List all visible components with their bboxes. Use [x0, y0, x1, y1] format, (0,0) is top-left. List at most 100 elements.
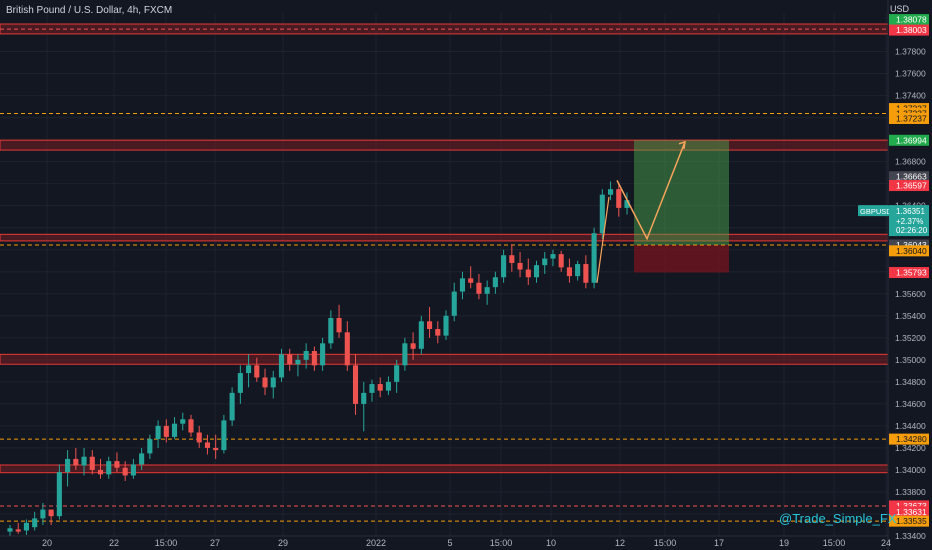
price-label[interactable]: 1.38078 — [889, 14, 929, 26]
target-zone[interactable] — [634, 140, 729, 245]
bull-candle — [139, 447, 145, 470]
candle-body — [550, 254, 556, 259]
price-label[interactable]: 1.36597 — [889, 180, 929, 192]
candle-body — [23, 522, 30, 531]
candle-body — [89, 456, 95, 470]
price-label-bg — [889, 14, 929, 26]
candle-body — [616, 189, 622, 208]
candle-body — [171, 423, 178, 437]
symbol-tag-bg — [858, 205, 889, 217]
bear-candle — [122, 461, 128, 481]
bull-candle — [385, 376, 391, 396]
price-label[interactable]: 1.38003 — [889, 24, 929, 36]
bull-candle — [180, 412, 186, 431]
current-price-text: 02:26:20 — [896, 226, 928, 235]
candle-body — [427, 321, 433, 330]
time-tick: 29 — [278, 538, 288, 548]
bear-candle — [517, 251, 523, 278]
candle-body — [254, 365, 260, 378]
bull-candle — [147, 434, 153, 459]
price-label[interactable]: 1.33631 — [889, 506, 929, 518]
candle-body — [139, 453, 145, 465]
bull-candle — [599, 189, 605, 239]
bull-candle — [542, 251, 548, 274]
price-tick: 1.35000 — [895, 355, 926, 365]
bull-candle — [492, 271, 498, 294]
time-tick: 22 — [109, 538, 119, 548]
candle-body — [56, 472, 62, 517]
projection-line[interactable] — [616, 141, 686, 241]
price-label[interactable]: 1.35793 — [889, 267, 929, 279]
price-label[interactable]: 1.36663 — [889, 171, 929, 183]
candle-body — [229, 392, 235, 421]
bear-candle — [558, 250, 564, 272]
candle-body — [624, 200, 630, 208]
prior-swing-line — [596, 196, 610, 283]
bull-candle — [459, 271, 466, 300]
price-tick: 1.34000 — [895, 465, 926, 475]
candle-body — [122, 467, 128, 476]
price-axis[interactable]: 1.378001.376001.374001.372001.370001.368… — [858, 0, 929, 550]
bull-candle — [591, 227, 597, 289]
price-label-text: 1.35793 — [896, 268, 927, 278]
price-label[interactable]: 1.36040 — [889, 245, 929, 257]
candle-body — [262, 377, 268, 388]
stop-zone[interactable] — [634, 244, 729, 273]
price-label-bg — [889, 180, 929, 192]
price-tick: 1.37600 — [895, 69, 926, 79]
price-label[interactable]: 1.37237 — [889, 112, 929, 124]
time-axis[interactable]: 20 22 15:00 27 29 2022 5 15:00 10 12 15:00 17 19 15:0… — [0, 535, 891, 548]
current-price-text: +2.37% — [896, 217, 923, 226]
price-label-bg — [889, 245, 929, 257]
price-label-bg — [889, 24, 929, 36]
bull-candle — [443, 310, 449, 341]
bear-candle — [196, 425, 202, 448]
projection-path[interactable] — [596, 140, 686, 283]
bull-candle — [418, 315, 424, 355]
time-tick: 5 — [447, 538, 452, 548]
bear-candle — [188, 414, 194, 437]
price-label[interactable]: 1.33673 — [889, 500, 929, 512]
price-label[interactable]: 1.33535 — [889, 515, 929, 527]
bull-candle — [575, 260, 581, 281]
bear-candle — [15, 522, 21, 534]
long-position-tool[interactable] — [634, 140, 729, 273]
bear-candle — [287, 348, 293, 371]
candle-body — [509, 255, 515, 263]
time-tick: 15:00 — [490, 538, 513, 548]
candle-body — [377, 384, 383, 391]
price-label-bg — [889, 239, 929, 251]
candle-body — [501, 255, 507, 278]
price-label[interactable]: 1.36994 — [889, 134, 929, 146]
bear-candle — [435, 321, 441, 344]
price-tick: 1.37400 — [895, 91, 926, 101]
bear-candle — [427, 306, 433, 338]
bull-candle — [221, 414, 227, 454]
time-tick: 20 — [42, 538, 52, 548]
candle-body — [525, 269, 531, 278]
bull-candle — [23, 519, 30, 535]
candle-body — [237, 373, 243, 393]
current-price-text: 1.36351 — [896, 207, 925, 216]
candle-body — [599, 194, 605, 234]
price-label-text: 1.38078 — [896, 15, 927, 25]
bear-candle — [73, 447, 79, 470]
bull-candle — [229, 387, 235, 426]
candle-body — [607, 189, 614, 195]
candle-body — [311, 351, 317, 366]
bear-candle — [114, 452, 120, 473]
bull-candle — [171, 417, 178, 440]
bear-candle — [89, 450, 95, 475]
currency-label[interactable]: USD — [890, 4, 910, 14]
price-label-text: 1.36040 — [896, 246, 927, 256]
bull-candle — [65, 450, 71, 487]
price-label[interactable]: 1.34280 — [889, 433, 929, 445]
bull-candle — [155, 420, 161, 448]
bull-candle — [130, 458, 136, 479]
candle-body — [204, 442, 210, 448]
price-label[interactable]: 1.36043 — [889, 239, 929, 251]
bear-candle — [352, 354, 359, 415]
current-price-label[interactable]: GBPUSD 1.36351+2.37%02:26:20 — [858, 205, 929, 237]
time-tick: 12 — [615, 538, 625, 548]
